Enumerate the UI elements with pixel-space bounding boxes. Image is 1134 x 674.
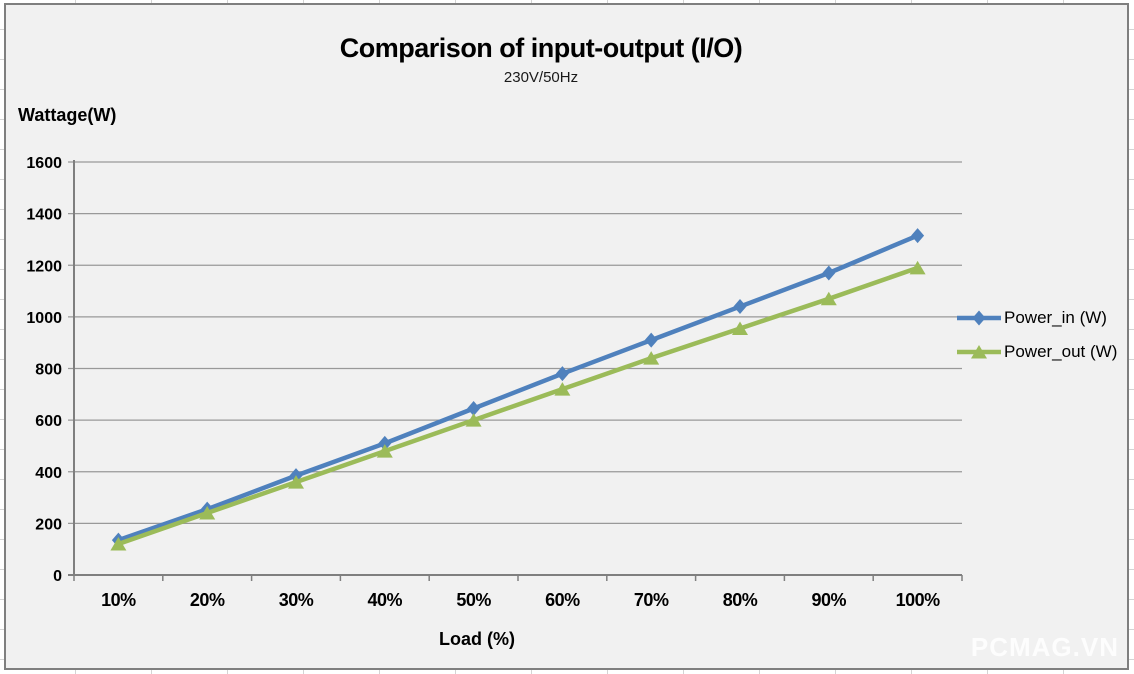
x-tick-label: 40% — [368, 590, 403, 610]
y-tick-label: 1200 — [26, 258, 62, 275]
series-marker-diamond — [733, 299, 747, 315]
series-marker-diamond — [555, 366, 569, 382]
series-marker-diamond — [822, 265, 836, 281]
series-marker-triangle — [288, 475, 304, 489]
sheet-gridlines-bottom — [0, 670, 1134, 674]
legend-triangle-icon — [957, 345, 1001, 359]
x-tick-label: 90% — [812, 590, 847, 610]
chart-title: Comparison of input-output (I/O) — [339, 33, 743, 63]
x-tick-label: 60% — [545, 590, 580, 610]
legend: Power_in (W) Power_out (W) — [956, 301, 1117, 369]
x-tick-label: 50% — [456, 590, 491, 610]
sheet-gridlines-right — [1129, 0, 1134, 674]
plot-area: 0 200 400 600 800 1000 1200 1400 1600 10% 20% 30% 40… — [26, 155, 963, 610]
y-tick-label: 200 — [35, 516, 62, 533]
series-marker-diamond — [644, 332, 658, 348]
series-marker-triangle — [376, 444, 393, 458]
x-tick-label: 80% — [723, 590, 758, 610]
y-tick-label: 400 — [35, 465, 62, 482]
series-line-triangle — [116, 265, 920, 547]
series-marker-triangle — [909, 260, 926, 275]
y-tick-label: 1400 — [26, 207, 62, 224]
x-tick-label: 10% — [101, 590, 136, 610]
chart-subtitle: 230V/50Hz — [503, 69, 579, 86]
series-marker-triangle — [465, 413, 482, 427]
legend-label: Power_in (W) — [1004, 308, 1107, 327]
x-tick-label: 30% — [279, 590, 314, 610]
legend-diamond-icon — [957, 310, 1001, 326]
y-axis-title: Wattage(W) — [18, 105, 117, 125]
series-marker-triangle — [110, 537, 127, 551]
x-tick-label: 70% — [634, 590, 669, 610]
y-tick-label: 800 — [35, 362, 62, 379]
y-tick-label: 1000 — [26, 310, 62, 327]
series-marker-triangle — [732, 321, 748, 335]
x-tick-label: 100% — [896, 590, 941, 610]
y-tick-label: 600 — [35, 413, 62, 430]
y-tick-label: 0 — [53, 568, 62, 585]
y-tick-label: 1600 — [26, 155, 62, 172]
x-axis-title: Load (%) — [439, 629, 515, 649]
chart-panel: Comparison of input-output (I/O) 230V/50… — [4, 3, 1129, 670]
series-marker-triangle — [199, 506, 216, 520]
series-marker-triangle — [643, 351, 660, 365]
x-tick-label: 20% — [190, 590, 225, 610]
series-marker-triangle — [554, 382, 571, 396]
series-line-diamond — [116, 233, 920, 543]
watermark: PCMAG.VN — [970, 632, 1119, 662]
series-marker-diamond — [911, 228, 925, 244]
sheet-gridlines-left — [0, 0, 4, 674]
series-marker-diamond — [467, 401, 481, 417]
series-marker-diamond — [378, 435, 392, 451]
legend-item: Power_out (W) — [956, 335, 1117, 369]
legend-label: Power_out (W) — [1004, 342, 1118, 361]
legend-item: Power_in (W) — [956, 301, 1117, 335]
series-marker-triangle — [820, 291, 837, 306]
sheet-gridlines-top — [0, 0, 1134, 3]
